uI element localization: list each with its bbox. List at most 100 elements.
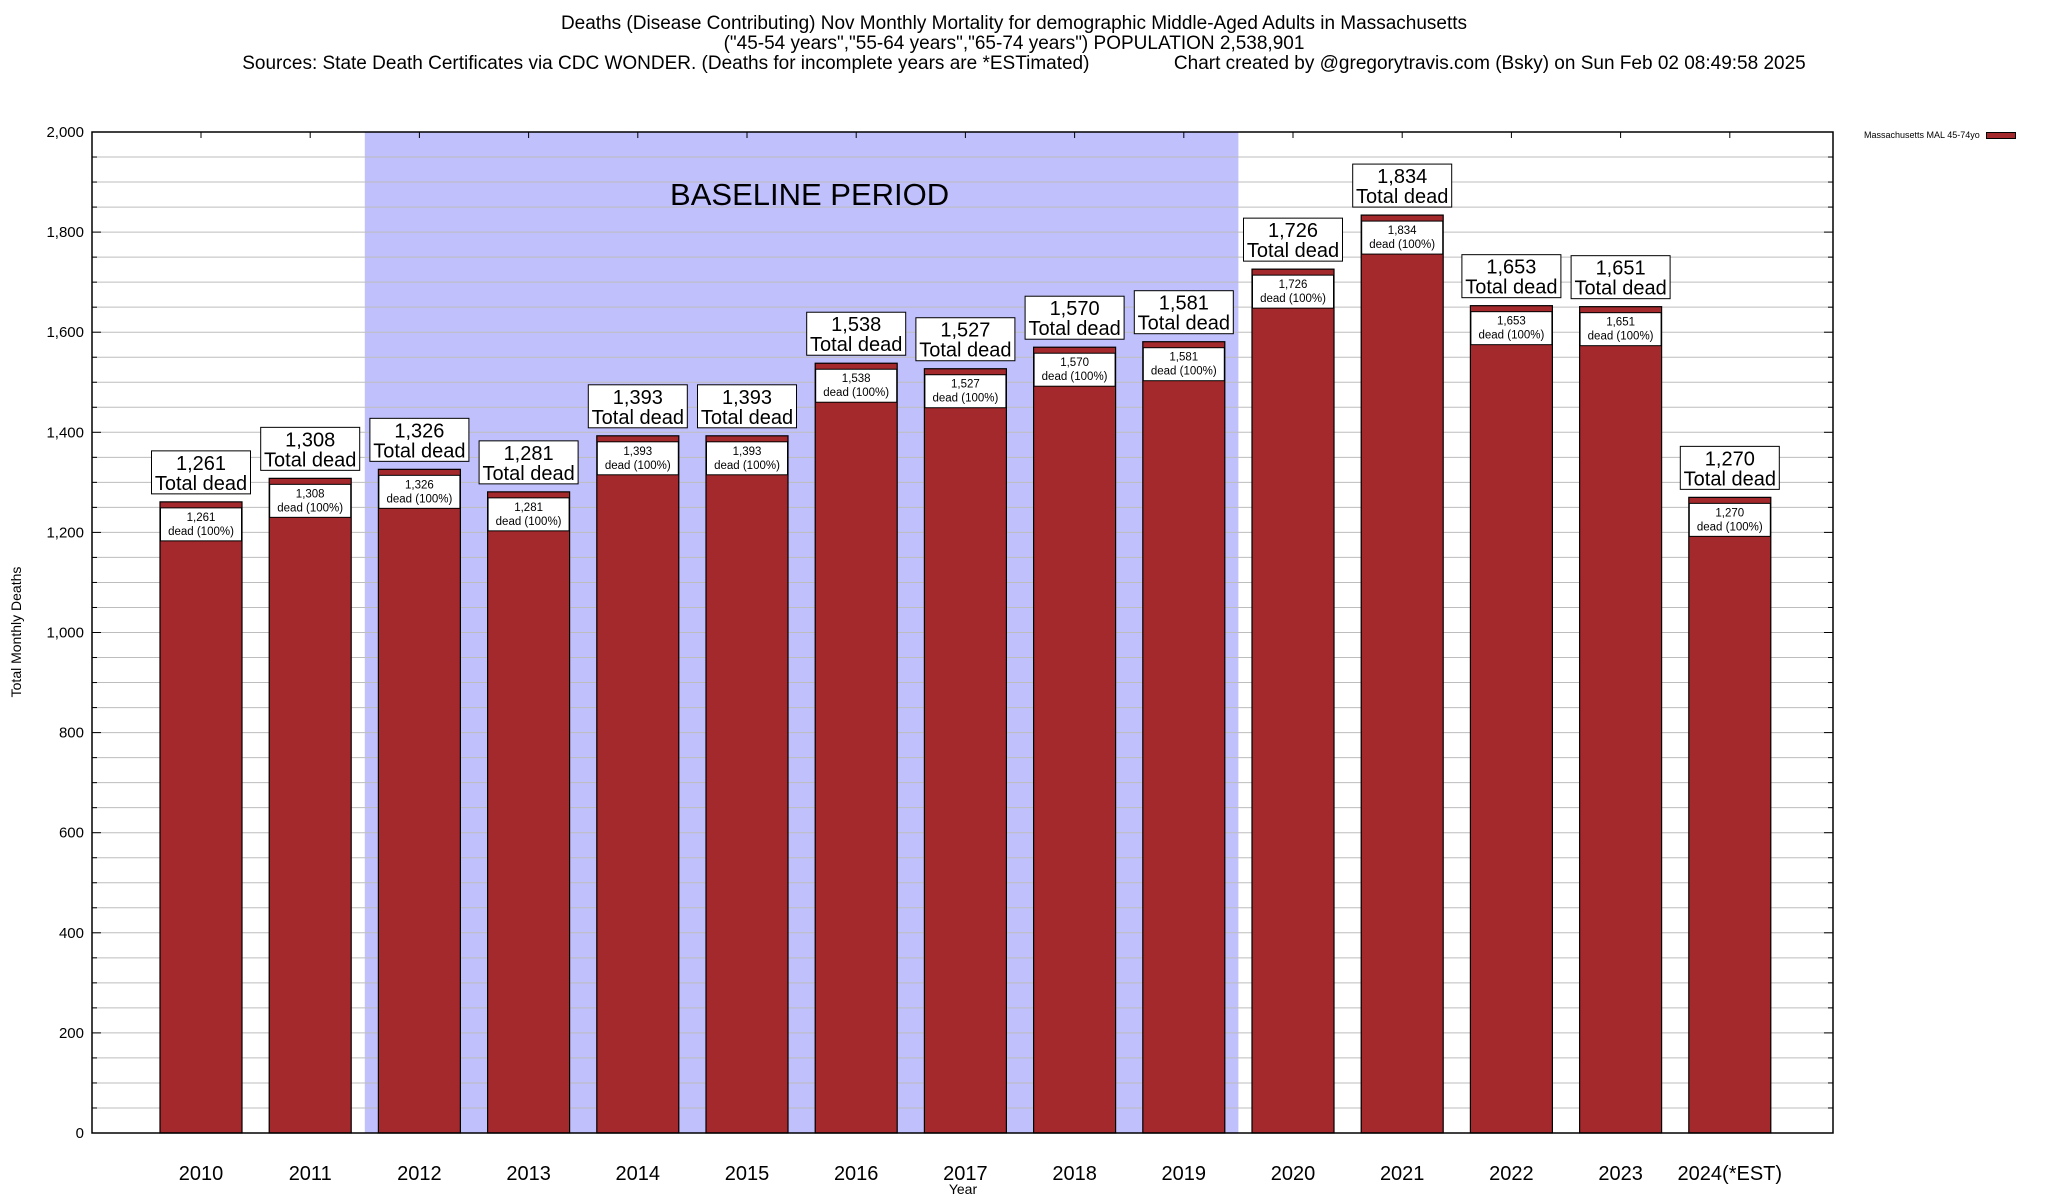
bar-inner-label-box [1033, 352, 1116, 387]
axes [91, 131, 1834, 1134]
x-tick-label: 2024(*EST) [1678, 1163, 1783, 1185]
bar-inner-label-box [378, 474, 461, 509]
bar [268, 477, 352, 1134]
bar-top-label-box [1024, 295, 1125, 340]
bar-inner-label-box [706, 441, 788, 476]
bar-top-value: 1,270 [1705, 448, 1755, 470]
y-tick-label: 1,000 [46, 625, 84, 642]
bar-top-value: 1,261 [176, 453, 226, 475]
y-tick-label: 2,000 [46, 124, 84, 141]
bar [1032, 346, 1117, 1134]
bar-top-label-box [697, 384, 797, 429]
bar-top-label: Total dead [592, 407, 684, 429]
bar-top-label-box [587, 384, 688, 429]
bar-inner-label: dead (100%) [496, 516, 562, 528]
x-tick-label: 2023 [1598, 1163, 1643, 1185]
x-tick-label: 2011 [289, 1163, 332, 1185]
bar-inner-label: dead (100%) [932, 393, 998, 405]
bar-top-label: Total dead [810, 334, 902, 356]
bar [377, 468, 461, 1134]
bar-inner-label-box [1579, 312, 1662, 347]
bar [1360, 214, 1444, 1134]
bar-top-label: Total dead [1138, 313, 1230, 335]
bar-inner-value: 1,393 [733, 446, 762, 458]
bar [596, 435, 680, 1134]
bar-inner-value: 1,270 [1715, 507, 1744, 519]
y-tick-label: 1,600 [46, 324, 84, 341]
bar-top-label-box [806, 311, 907, 356]
chart-sources: Sources: State Death Certificates via CD… [242, 53, 1806, 74]
legend: Massachusetts MAL 45-74yo [1864, 130, 2016, 140]
x-tick-label: 2020 [1271, 1163, 1316, 1185]
bar-inner-label-box [487, 497, 570, 532]
bar-inner-label-box [269, 483, 352, 518]
bar-top-value: 1,281 [504, 443, 554, 465]
bar-top-label-box [369, 417, 470, 462]
bar-top-label-box [151, 450, 251, 495]
y-tick-label: 0 [76, 1125, 84, 1142]
bar-top-label: Total dead [1028, 318, 1120, 340]
x-axis-label: Year [949, 1181, 978, 1197]
x-tick-label: 2022 [1489, 1163, 1534, 1185]
bar-inner-label: dead (100%) [1042, 371, 1108, 383]
bar [487, 491, 571, 1134]
x-tick-label: 2013 [506, 1163, 551, 1185]
bar-top-value: 1,834 [1377, 166, 1427, 188]
y-tick-label: 1,400 [46, 424, 84, 441]
bar-inner-value: 1,393 [623, 446, 652, 458]
bar-top-label: Total dead [1356, 186, 1448, 208]
bar [923, 368, 1008, 1134]
bar-inner-label-box [160, 507, 242, 542]
bar-top-label: Total dead [482, 463, 574, 485]
bar-top-label: Total dead [1684, 468, 1776, 490]
bar-inner-value: 1,834 [1388, 225, 1417, 237]
bar-inner-value: 1,653 [1497, 316, 1526, 328]
y-tick-label: 600 [59, 825, 84, 842]
bar [159, 501, 243, 1134]
bar-top-label-box [1133, 290, 1234, 335]
bar-inner-label-box [924, 374, 1007, 409]
bar-top-value: 1,651 [1596, 258, 1646, 280]
bar-inner-label: dead (100%) [823, 387, 889, 399]
bar-inner-label-box [1688, 502, 1771, 537]
y-tick-labels: 0 200 400 600 800 1,000 1,200 1,400 1,600 1,800 2,… [46, 124, 84, 1142]
x-tick-label: 2017 [943, 1163, 988, 1185]
bar-top-label: Total dead [373, 440, 465, 462]
chart-subtitle: ("45-54 years","55-64 years","65-74 year… [723, 33, 1305, 54]
bar-top-label: Total dead [1247, 240, 1339, 262]
bar-top-value: 1,570 [1050, 298, 1100, 320]
bar-top-value: 1,308 [285, 429, 335, 451]
bar-top-label-box [478, 440, 579, 485]
bar [705, 435, 789, 1134]
bar-top-label-box [1352, 163, 1453, 208]
bar-top-label: Total dead [264, 449, 356, 471]
x-tick-label: 2015 [725, 1163, 770, 1185]
bar-top-label: Total dead [701, 407, 793, 429]
bar-inner-label: dead (100%) [168, 526, 234, 538]
bar-inner-value: 1,570 [1060, 357, 1089, 369]
bar-top-value: 1,653 [1486, 257, 1536, 279]
bar-top-value: 1,326 [394, 420, 444, 442]
bar-top-label-box [1679, 445, 1780, 490]
bar-inner-label-box [596, 441, 679, 476]
bar-inner-label: dead (100%) [605, 460, 671, 472]
x-tick-label: 2018 [1052, 1163, 1097, 1185]
bar-top-value: 1,538 [831, 314, 881, 336]
bar-top-label-box [1570, 255, 1671, 300]
x-tick-label: 2010 [179, 1163, 224, 1185]
bar-inner-label-box [1470, 311, 1553, 346]
x-tick-label: 2019 [1162, 1163, 1207, 1185]
y-tick-label: 1,200 [46, 524, 84, 541]
bar-top-label: Total dead [155, 473, 247, 495]
